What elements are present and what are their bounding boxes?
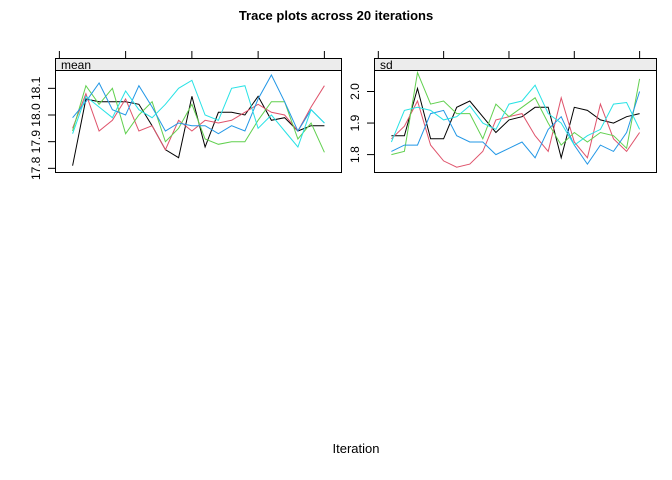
y-tick-label: 18.1 [29,76,43,100]
strip-mean: mean [55,58,342,71]
y-tick-label: 17.9 [29,130,43,154]
y-tick-label: 18.0 [29,103,43,127]
strip-sd: sd [374,58,657,71]
x-axis-label: Iteration [332,441,380,456]
panel-sd: sd [374,58,657,173]
panel-mean: mean [55,58,342,173]
y-tick-label: 17.8 [29,156,43,180]
y-tick-label: 1.8 [348,146,362,163]
chart-title: Trace plots across 20 iterations [238,8,434,23]
y-tick-label: 2.0 [348,83,362,100]
plot-area-sd [374,71,657,173]
plot-area-mean [55,71,342,173]
y-tick-label: 1.9 [348,114,362,131]
strip-label-sd: sd [380,58,393,71]
strip-label-mean: mean [61,58,92,71]
